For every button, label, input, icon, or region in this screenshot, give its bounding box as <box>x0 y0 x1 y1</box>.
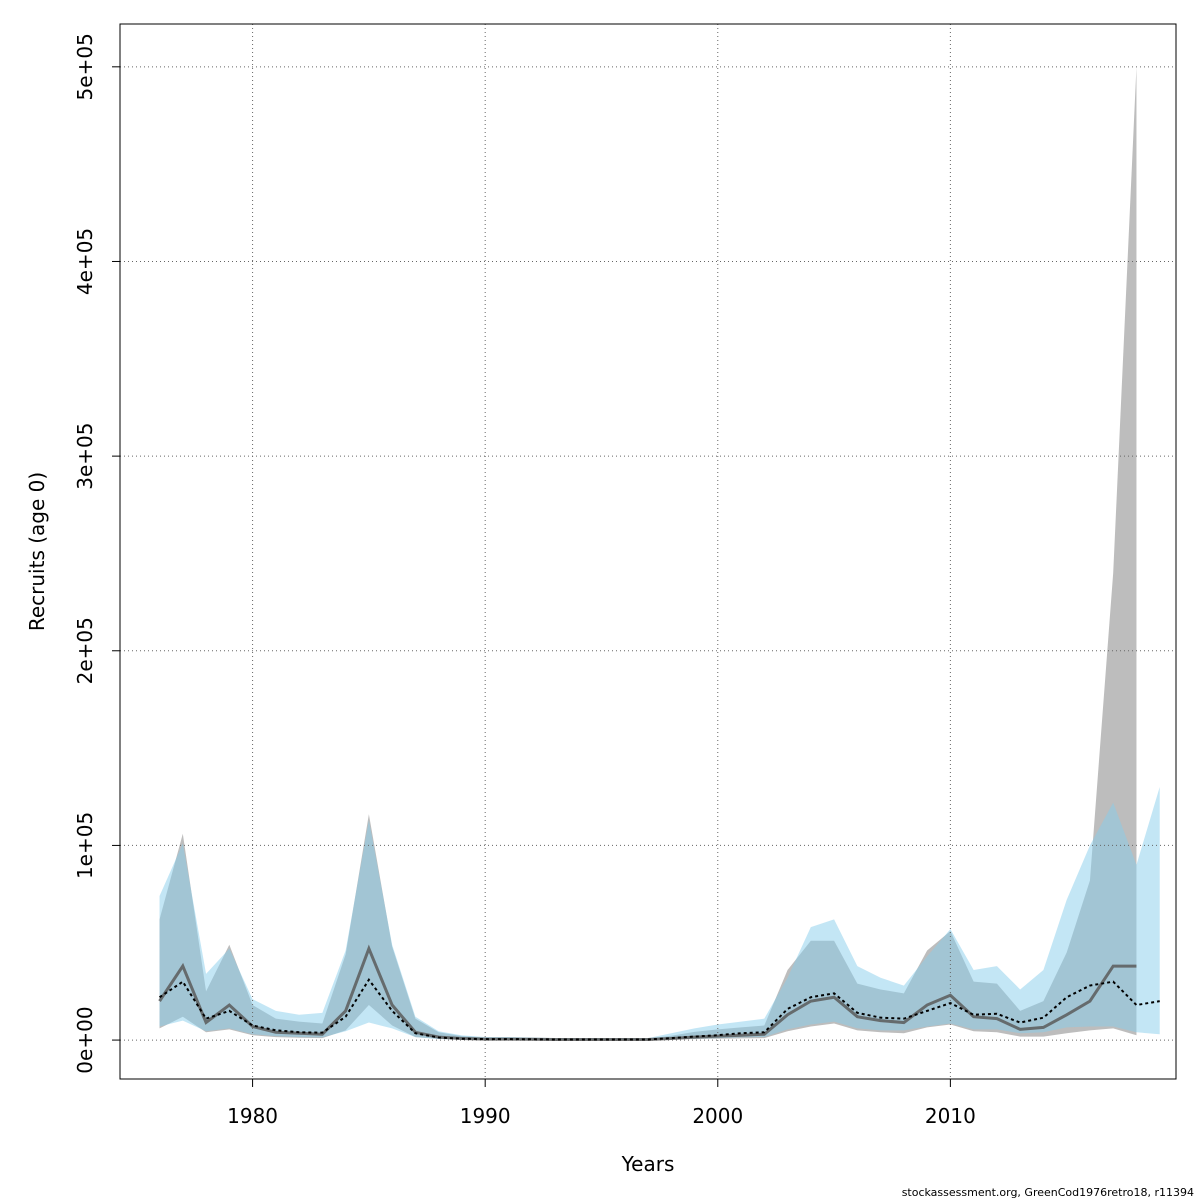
confidence-band-2 <box>159 787 1160 1040</box>
x-axis: 1980 1990 2000 2010 <box>227 1079 976 1128</box>
plot-frame <box>119 23 1177 1080</box>
confidence-band-1 <box>159 66 1137 1040</box>
x-tick-label: 1980 <box>227 1104 278 1128</box>
grid-lines <box>120 24 1176 1079</box>
y-tick-label: 5e+05 <box>73 33 97 100</box>
y-tick-label: 2e+05 <box>73 617 97 684</box>
uncertainty-bands <box>159 66 1160 1040</box>
x-tick-label: 2010 <box>925 1104 976 1128</box>
y-tick-label: 1e+05 <box>73 812 97 879</box>
x-tick-label: 1990 <box>460 1104 511 1128</box>
y-tick-label: 0e+00 <box>73 1006 97 1073</box>
estimate-line-2 <box>158 977 1160 1041</box>
x-axis-title: Years <box>621 1152 675 1176</box>
estimate-lines <box>158 944 1160 1041</box>
y-axis: 0e+00 1e+05 2e+05 3e+05 4e+05 5e+05 <box>73 33 120 1074</box>
x-tick-label: 2000 <box>692 1104 743 1128</box>
y-axis-title: Recruits (age 0) <box>25 472 49 631</box>
y-tick-label: 3e+05 <box>73 422 97 489</box>
y-tick-label: 4e+05 <box>73 228 97 295</box>
credit-text: stockassessment.org, GreenCod1976retro18… <box>901 1186 1194 1199</box>
